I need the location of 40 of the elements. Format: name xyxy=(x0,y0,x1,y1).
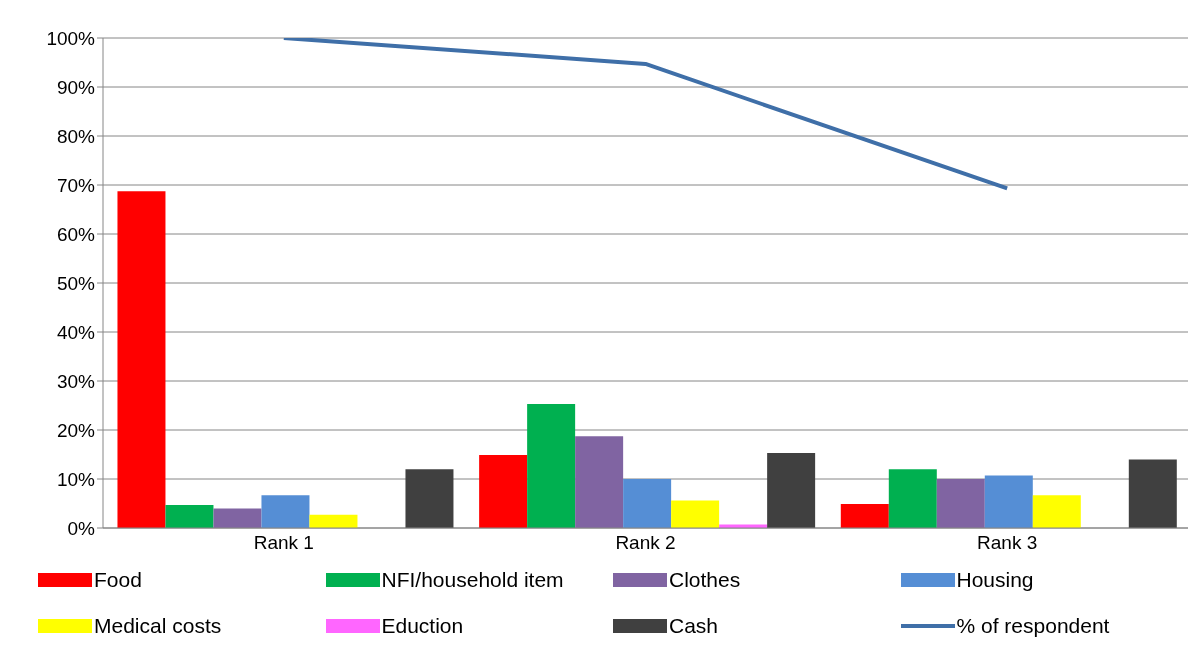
bar xyxy=(840,503,889,528)
legend-label: % of respondent xyxy=(956,614,1110,638)
y-tick-label: 0% xyxy=(67,517,96,539)
bar xyxy=(575,436,624,528)
bar xyxy=(888,469,937,528)
legend-label: Housing xyxy=(956,568,1034,592)
y-tick-label: 50% xyxy=(56,272,96,294)
y-tick-label: 30% xyxy=(56,370,96,392)
y-tick-label: 10% xyxy=(56,468,96,490)
bar xyxy=(984,475,1033,528)
x-tick-label: Rank 3 xyxy=(977,532,1038,554)
legend-label: Food xyxy=(94,568,142,592)
bar xyxy=(1032,495,1081,528)
x-tick-label: Rank 2 xyxy=(615,532,676,554)
y-tick-label: 40% xyxy=(56,321,96,343)
y-tick-label: 60% xyxy=(56,223,96,245)
bar xyxy=(309,514,358,528)
bar xyxy=(767,453,816,528)
x-tick-label: Rank 1 xyxy=(253,532,314,554)
y-tick-label: 80% xyxy=(56,125,96,147)
bar xyxy=(117,191,166,528)
bar xyxy=(213,508,262,528)
bar xyxy=(936,479,985,528)
bar xyxy=(261,495,310,528)
y-tick-label: 70% xyxy=(56,174,96,196)
legend-label: Clothes xyxy=(669,568,741,592)
y-tick-label: 100% xyxy=(46,27,96,49)
y-tick-label: 90% xyxy=(56,76,96,98)
legend-label: NFI/household item xyxy=(381,568,564,592)
bar xyxy=(479,454,528,528)
bar xyxy=(165,504,214,528)
bar xyxy=(405,469,454,528)
bar xyxy=(623,479,672,528)
legend-label: Cash xyxy=(669,614,719,638)
y-tick-label: 20% xyxy=(56,419,96,441)
legend-label: Medical costs xyxy=(94,614,222,638)
legend-label: Eduction xyxy=(381,614,464,638)
bar xyxy=(1128,459,1177,528)
bar xyxy=(671,500,720,528)
bar xyxy=(527,404,576,528)
